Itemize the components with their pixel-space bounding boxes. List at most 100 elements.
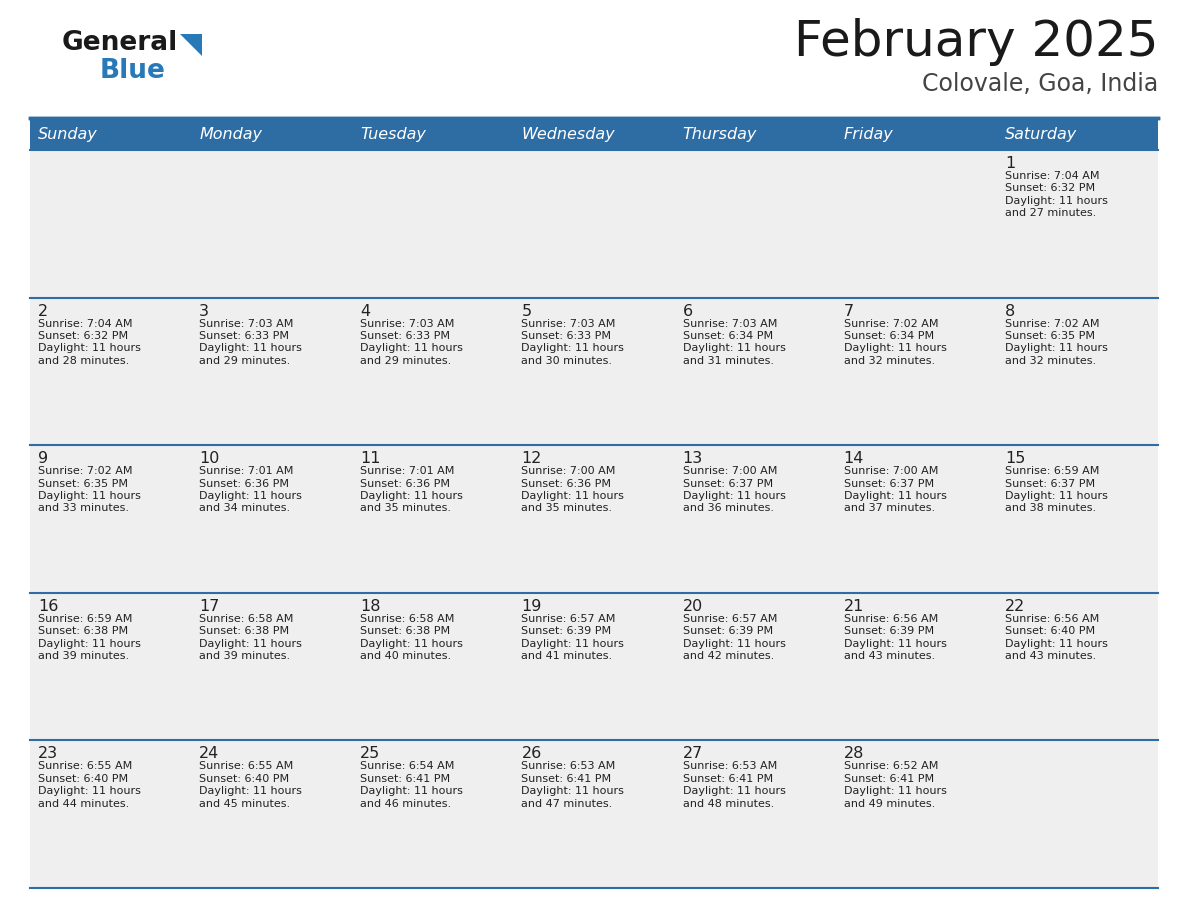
- Text: Daylight: 11 hours: Daylight: 11 hours: [522, 491, 625, 501]
- Text: and 47 minutes.: and 47 minutes.: [522, 799, 613, 809]
- Text: Sunrise: 7:04 AM: Sunrise: 7:04 AM: [38, 319, 133, 329]
- Text: Sunrise: 6:58 AM: Sunrise: 6:58 AM: [200, 614, 293, 623]
- Text: Daylight: 11 hours: Daylight: 11 hours: [200, 491, 302, 501]
- Text: Tuesday: Tuesday: [360, 127, 426, 141]
- Text: 12: 12: [522, 452, 542, 466]
- Text: 25: 25: [360, 746, 380, 761]
- Text: 5: 5: [522, 304, 531, 319]
- Text: and 34 minutes.: and 34 minutes.: [200, 503, 290, 513]
- Text: Sunset: 6:35 PM: Sunset: 6:35 PM: [1005, 331, 1095, 341]
- Text: Sunrise: 6:57 AM: Sunrise: 6:57 AM: [522, 614, 615, 623]
- Text: Sunrise: 7:03 AM: Sunrise: 7:03 AM: [522, 319, 615, 329]
- Text: Friday: Friday: [843, 127, 893, 141]
- Text: Sunset: 6:41 PM: Sunset: 6:41 PM: [843, 774, 934, 784]
- Text: Sunset: 6:41 PM: Sunset: 6:41 PM: [683, 774, 772, 784]
- Text: Daylight: 11 hours: Daylight: 11 hours: [1005, 343, 1107, 353]
- Text: and 29 minutes.: and 29 minutes.: [200, 356, 290, 365]
- Text: and 33 minutes.: and 33 minutes.: [38, 503, 129, 513]
- Text: 21: 21: [843, 599, 864, 614]
- Text: Sunset: 6:35 PM: Sunset: 6:35 PM: [38, 478, 128, 488]
- Text: 9: 9: [38, 452, 49, 466]
- Polygon shape: [181, 34, 202, 56]
- Text: and 31 minutes.: and 31 minutes.: [683, 356, 773, 365]
- Text: and 48 minutes.: and 48 minutes.: [683, 799, 773, 809]
- Text: Thursday: Thursday: [683, 127, 757, 141]
- Text: 24: 24: [200, 746, 220, 761]
- Text: 11: 11: [360, 452, 381, 466]
- Text: Sunrise: 7:02 AM: Sunrise: 7:02 AM: [843, 319, 939, 329]
- Text: Daylight: 11 hours: Daylight: 11 hours: [360, 343, 463, 353]
- Text: Daylight: 11 hours: Daylight: 11 hours: [522, 343, 625, 353]
- Text: Daylight: 11 hours: Daylight: 11 hours: [683, 639, 785, 648]
- Text: Sunrise: 7:00 AM: Sunrise: 7:00 AM: [683, 466, 777, 476]
- Text: Sunrise: 7:01 AM: Sunrise: 7:01 AM: [360, 466, 455, 476]
- Text: Sunset: 6:32 PM: Sunset: 6:32 PM: [38, 331, 128, 341]
- Text: Sunset: 6:39 PM: Sunset: 6:39 PM: [683, 626, 772, 636]
- Text: Daylight: 11 hours: Daylight: 11 hours: [1005, 196, 1107, 206]
- Text: 1: 1: [1005, 156, 1015, 171]
- Text: Daylight: 11 hours: Daylight: 11 hours: [843, 343, 947, 353]
- Text: and 49 minutes.: and 49 minutes.: [843, 799, 935, 809]
- Text: Sunrise: 7:02 AM: Sunrise: 7:02 AM: [1005, 319, 1099, 329]
- Text: Daylight: 11 hours: Daylight: 11 hours: [200, 786, 302, 796]
- Text: Sunset: 6:40 PM: Sunset: 6:40 PM: [1005, 626, 1095, 636]
- Text: Blue: Blue: [100, 58, 166, 84]
- Text: Sunset: 6:39 PM: Sunset: 6:39 PM: [522, 626, 612, 636]
- Text: 19: 19: [522, 599, 542, 614]
- Text: Daylight: 11 hours: Daylight: 11 hours: [38, 491, 141, 501]
- Text: Sunrise: 7:00 AM: Sunrise: 7:00 AM: [843, 466, 939, 476]
- Text: Sunset: 6:33 PM: Sunset: 6:33 PM: [200, 331, 289, 341]
- Text: and 43 minutes.: and 43 minutes.: [1005, 651, 1097, 661]
- Text: and 42 minutes.: and 42 minutes.: [683, 651, 773, 661]
- Text: and 32 minutes.: and 32 minutes.: [843, 356, 935, 365]
- Text: and 46 minutes.: and 46 minutes.: [360, 799, 451, 809]
- Text: 2: 2: [38, 304, 49, 319]
- Text: and 38 minutes.: and 38 minutes.: [1005, 503, 1097, 513]
- Text: 4: 4: [360, 304, 371, 319]
- Text: 17: 17: [200, 599, 220, 614]
- FancyBboxPatch shape: [30, 741, 1158, 888]
- Text: and 37 minutes.: and 37 minutes.: [843, 503, 935, 513]
- Text: and 39 minutes.: and 39 minutes.: [38, 651, 129, 661]
- Text: Sunday: Sunday: [38, 127, 97, 141]
- Text: General: General: [62, 30, 178, 56]
- Text: Sunset: 6:36 PM: Sunset: 6:36 PM: [360, 478, 450, 488]
- FancyBboxPatch shape: [30, 150, 1158, 297]
- Text: and 29 minutes.: and 29 minutes.: [360, 356, 451, 365]
- Text: 10: 10: [200, 452, 220, 466]
- Text: Daylight: 11 hours: Daylight: 11 hours: [1005, 491, 1107, 501]
- Text: and 28 minutes.: and 28 minutes.: [38, 356, 129, 365]
- Text: 18: 18: [360, 599, 381, 614]
- Text: Sunset: 6:34 PM: Sunset: 6:34 PM: [683, 331, 772, 341]
- Text: Sunrise: 6:57 AM: Sunrise: 6:57 AM: [683, 614, 777, 623]
- Text: Sunset: 6:34 PM: Sunset: 6:34 PM: [843, 331, 934, 341]
- Text: 7: 7: [843, 304, 854, 319]
- Text: and 44 minutes.: and 44 minutes.: [38, 799, 129, 809]
- Text: Sunrise: 7:04 AM: Sunrise: 7:04 AM: [1005, 171, 1099, 181]
- Text: Sunset: 6:37 PM: Sunset: 6:37 PM: [1005, 478, 1095, 488]
- Text: Daylight: 11 hours: Daylight: 11 hours: [843, 639, 947, 648]
- Text: Daylight: 11 hours: Daylight: 11 hours: [522, 786, 625, 796]
- Text: and 30 minutes.: and 30 minutes.: [522, 356, 613, 365]
- FancyBboxPatch shape: [30, 297, 1158, 445]
- Text: and 32 minutes.: and 32 minutes.: [1005, 356, 1097, 365]
- Text: Sunset: 6:38 PM: Sunset: 6:38 PM: [200, 626, 289, 636]
- Text: and 27 minutes.: and 27 minutes.: [1005, 208, 1097, 218]
- Text: Sunset: 6:38 PM: Sunset: 6:38 PM: [360, 626, 450, 636]
- FancyBboxPatch shape: [30, 118, 1158, 150]
- Text: Daylight: 11 hours: Daylight: 11 hours: [683, 343, 785, 353]
- Text: Daylight: 11 hours: Daylight: 11 hours: [843, 786, 947, 796]
- Text: Sunset: 6:33 PM: Sunset: 6:33 PM: [360, 331, 450, 341]
- Text: and 35 minutes.: and 35 minutes.: [360, 503, 451, 513]
- Text: Daylight: 11 hours: Daylight: 11 hours: [200, 639, 302, 648]
- Text: and 45 minutes.: and 45 minutes.: [200, 799, 290, 809]
- Text: Sunset: 6:37 PM: Sunset: 6:37 PM: [843, 478, 934, 488]
- Text: Sunset: 6:37 PM: Sunset: 6:37 PM: [683, 478, 772, 488]
- Text: Sunrise: 7:03 AM: Sunrise: 7:03 AM: [200, 319, 293, 329]
- Text: Sunrise: 7:03 AM: Sunrise: 7:03 AM: [360, 319, 455, 329]
- Text: Sunrise: 7:03 AM: Sunrise: 7:03 AM: [683, 319, 777, 329]
- Text: 14: 14: [843, 452, 864, 466]
- Text: Wednesday: Wednesday: [522, 127, 615, 141]
- Text: Sunrise: 6:55 AM: Sunrise: 6:55 AM: [200, 761, 293, 771]
- Text: Sunrise: 6:56 AM: Sunrise: 6:56 AM: [843, 614, 939, 623]
